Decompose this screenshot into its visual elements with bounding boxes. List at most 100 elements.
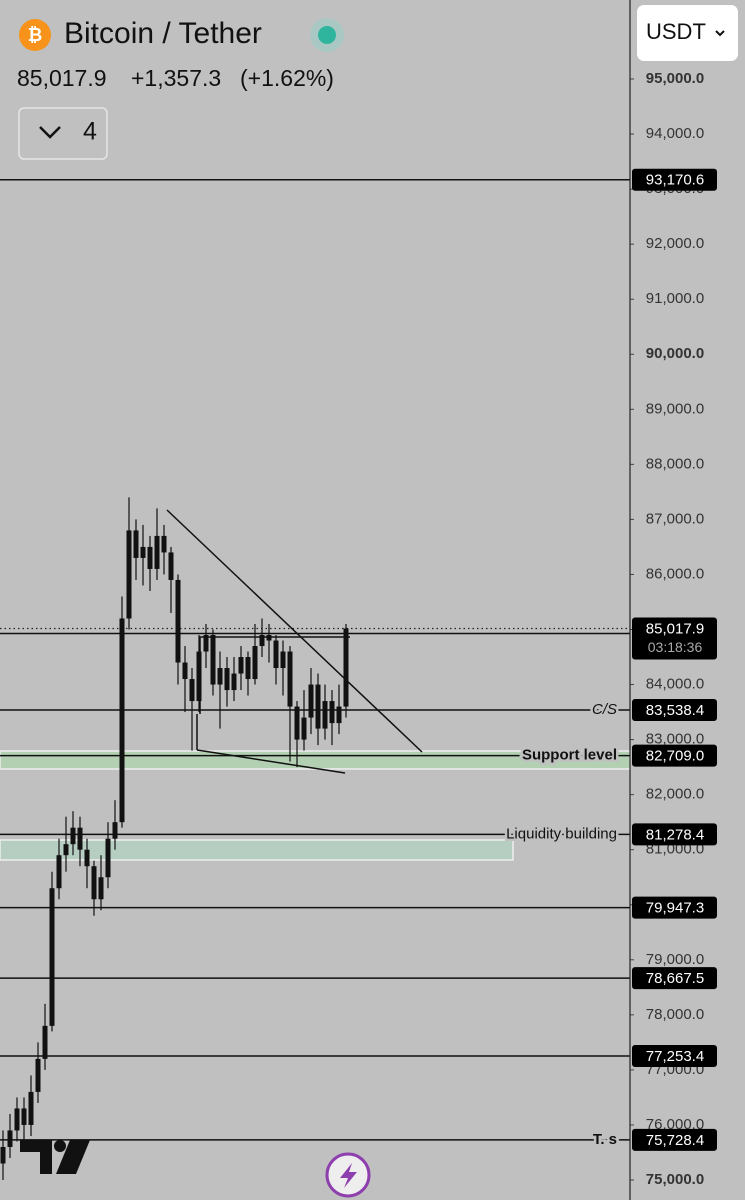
candle-body bbox=[105, 838, 111, 878]
y-tick-label: 75,000.0 bbox=[646, 1171, 704, 1188]
candle-body bbox=[203, 635, 209, 652]
candle-body bbox=[56, 855, 62, 889]
candle-body bbox=[147, 546, 153, 569]
price-tag bbox=[632, 967, 717, 990]
candle-body bbox=[7, 1130, 13, 1147]
candle-body bbox=[35, 1058, 41, 1092]
logo-part bbox=[20, 1140, 52, 1174]
y-tick-label: 79,000.0 bbox=[646, 951, 704, 968]
y-tick-label: 90,000.0 bbox=[646, 345, 704, 362]
y-tick-label: 91,000.0 bbox=[646, 290, 704, 307]
logo-part bbox=[56, 1140, 90, 1174]
candle-body bbox=[196, 651, 202, 702]
candle-body bbox=[77, 827, 83, 850]
candle-body bbox=[133, 530, 139, 558]
price-tags: 93,170.684,927.383,538.482,709.081,278.4… bbox=[632, 168, 717, 1151]
candle-body bbox=[329, 701, 335, 724]
candle-body bbox=[252, 646, 258, 680]
candle-body bbox=[322, 701, 328, 729]
price-tag bbox=[632, 744, 717, 767]
currency-button[interactable] bbox=[637, 5, 738, 61]
price-tag-label: 75,728.4 bbox=[646, 1132, 704, 1149]
y-tick-label: 83,000.0 bbox=[646, 731, 704, 748]
line-label: Support level bbox=[522, 747, 617, 764]
candle-body bbox=[210, 635, 216, 685]
candle-body bbox=[238, 657, 244, 674]
candle-body bbox=[119, 618, 125, 823]
line-label: C/S bbox=[592, 701, 617, 718]
lightning-icon bbox=[340, 1163, 357, 1188]
candle-body bbox=[224, 668, 230, 691]
candle-body bbox=[343, 628, 349, 707]
chevron-icon bbox=[39, 126, 61, 139]
liquidity-zone bbox=[0, 839, 514, 861]
currency-label: USDT bbox=[646, 19, 706, 44]
indicators-toggle[interactable] bbox=[18, 107, 108, 160]
y-tick-label: 94,000.0 bbox=[646, 125, 704, 142]
trend-line bbox=[196, 749, 346, 774]
price-tag bbox=[632, 1128, 717, 1151]
line-label: T. s bbox=[593, 1131, 617, 1148]
y-tick-label: 87,000.0 bbox=[646, 510, 704, 527]
price-tag bbox=[632, 1044, 717, 1067]
logo-part bbox=[54, 1140, 66, 1152]
candle-body bbox=[231, 673, 237, 691]
candle-body bbox=[14, 1108, 20, 1131]
candle-body bbox=[42, 1025, 48, 1059]
price-lines: C/S Support level Liquidity building T. s bbox=[0, 178, 630, 1150]
last-price-tag bbox=[632, 617, 717, 660]
price-tag-label: 82,709.0 bbox=[646, 748, 704, 765]
price-tag bbox=[632, 823, 717, 846]
candle-body bbox=[315, 684, 321, 729]
y-tick-label: 82,000.0 bbox=[646, 786, 704, 803]
candle-body bbox=[336, 706, 342, 724]
candle-body bbox=[28, 1091, 34, 1125]
y-tick-label: 92,000.0 bbox=[646, 235, 704, 252]
price-tag bbox=[632, 168, 717, 191]
candle-body bbox=[259, 635, 265, 647]
candle-body bbox=[154, 535, 160, 569]
y-tick-label: 95,000.0 bbox=[646, 70, 704, 87]
coin-icon-glyph: ₿ bbox=[28, 25, 43, 45]
candle-body bbox=[280, 651, 286, 669]
candle-body bbox=[21, 1108, 27, 1125]
candle-body bbox=[161, 535, 167, 553]
candle-body bbox=[308, 684, 314, 718]
header-change: +1,357.3 bbox=[131, 65, 221, 91]
candle-body bbox=[126, 530, 132, 619]
candle-body bbox=[182, 662, 188, 680]
y-tick-label: 88,000.0 bbox=[646, 455, 704, 472]
candle-body bbox=[84, 849, 90, 867]
line-label: Liquidity building bbox=[506, 825, 617, 842]
header-change-pct: (+1.62%) bbox=[240, 65, 334, 91]
candle-body bbox=[0, 1146, 6, 1164]
candle-body bbox=[49, 888, 55, 1026]
candle-body bbox=[217, 668, 223, 685]
candle-body bbox=[140, 546, 146, 558]
coin-icon bbox=[19, 19, 51, 51]
y-tick-label: 78,000.0 bbox=[646, 1006, 704, 1023]
candle-body bbox=[301, 717, 307, 740]
candle-body bbox=[273, 640, 279, 669]
y-tick-label: 89,000.0 bbox=[646, 400, 704, 417]
status-dot bbox=[318, 26, 336, 44]
drawings bbox=[166, 509, 423, 774]
y-tick-label: 76,000.0 bbox=[646, 1116, 704, 1133]
candles bbox=[0, 497, 349, 1180]
candle-body bbox=[70, 827, 76, 845]
candle-body bbox=[245, 657, 251, 680]
candle-body bbox=[63, 844, 69, 856]
candle-body bbox=[98, 877, 104, 900]
header-price: 85,017.9 bbox=[17, 65, 107, 91]
price-tag-label: 78,667.5 bbox=[646, 970, 704, 987]
symbol-title: Bitcoin / Tether bbox=[64, 17, 262, 50]
price-tag-label: 83,538.4 bbox=[646, 702, 704, 719]
price-tag-label: 93,170.6 bbox=[646, 172, 704, 189]
candle-body bbox=[287, 651, 293, 707]
countdown: 03:18:36 bbox=[648, 639, 703, 655]
last-price-label: 85,017.9 bbox=[646, 620, 704, 637]
dropdown-icon bbox=[715, 30, 725, 37]
